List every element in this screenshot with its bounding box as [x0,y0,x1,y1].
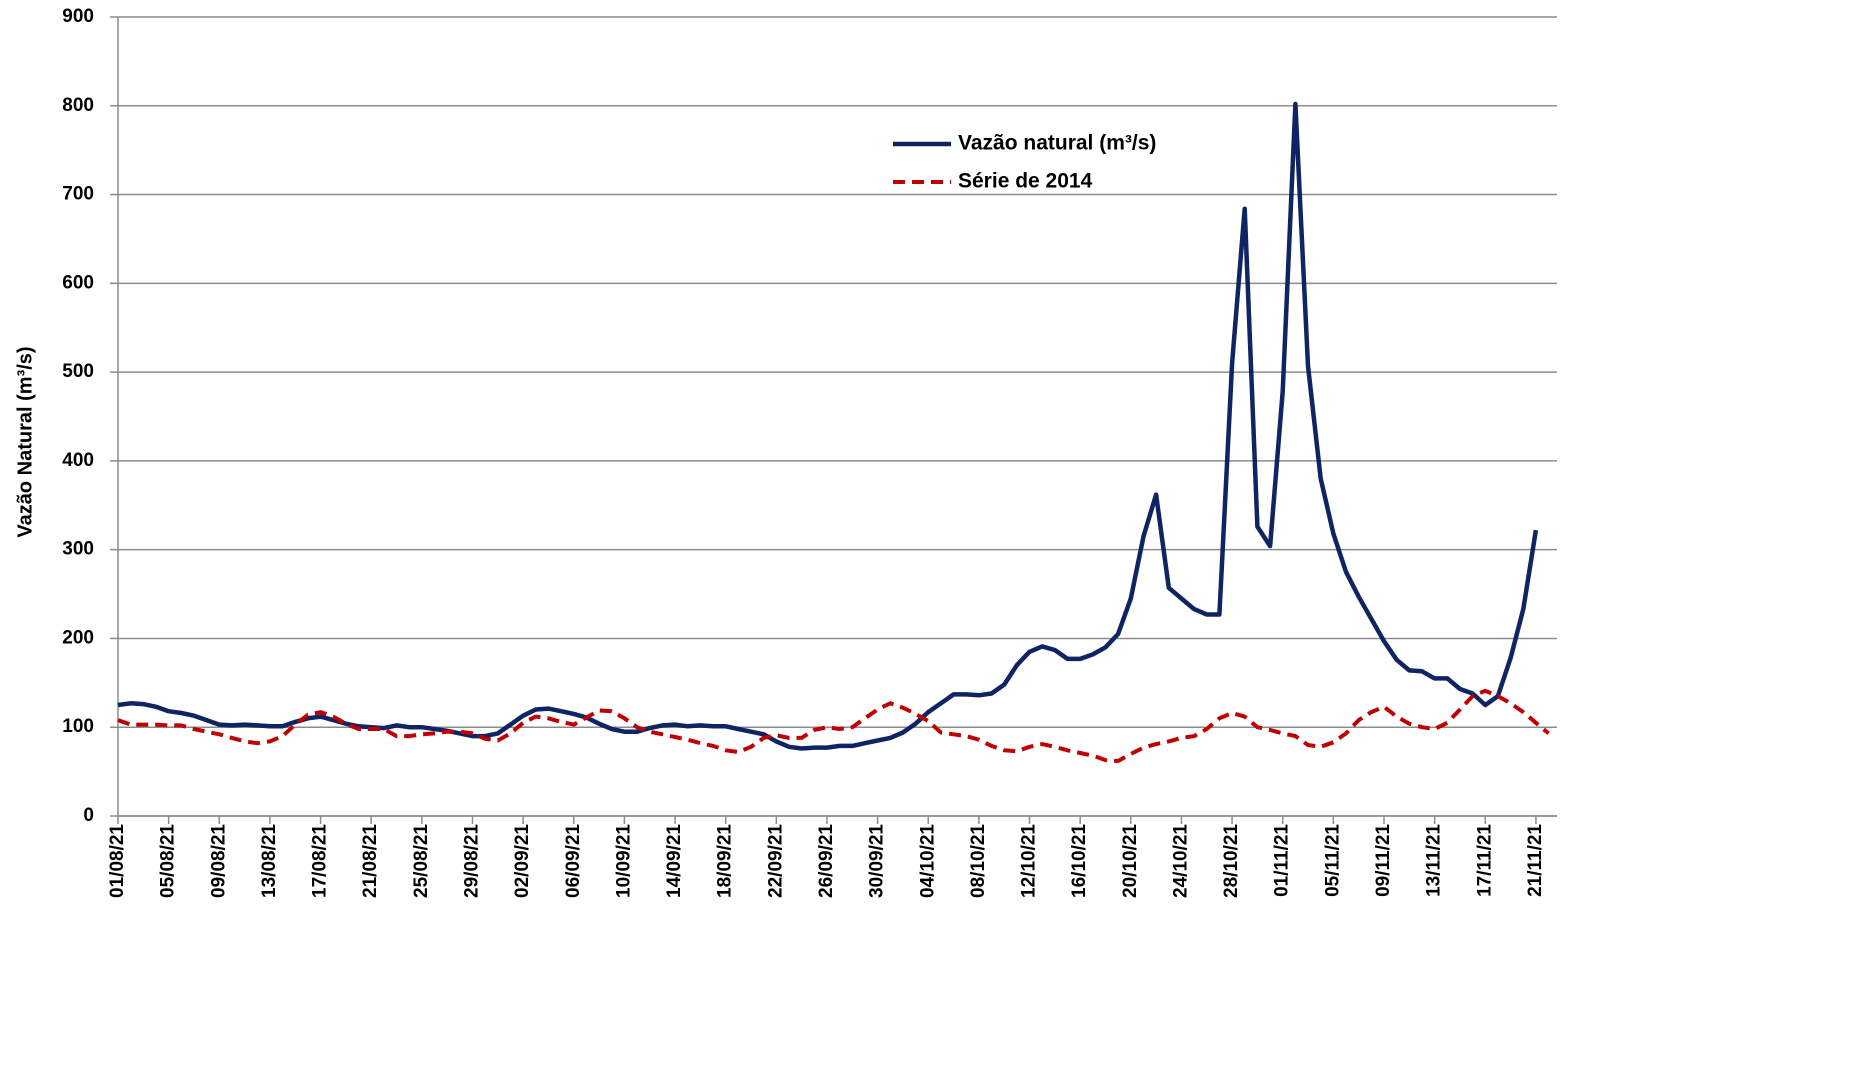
x-tick-label: 13/08/21 [259,824,280,898]
x-tick-label: 09/11/21 [1373,824,1394,897]
x-tick-label: 24/10/21 [1170,824,1191,898]
y-tick-label: 900 [62,6,94,27]
legend-label: Vazão natural (m³/s) [958,132,1156,155]
y-tick-label: 800 [62,95,94,116]
x-tick-label: 13/11/21 [1424,824,1445,897]
x-tick-label: 16/10/21 [1069,824,1090,898]
x-tick-label: 12/10/21 [1019,824,1040,898]
x-tick-label: 08/10/21 [968,824,989,898]
x-tick-label: 10/09/21 [613,824,634,898]
series-line [117,688,1550,763]
y-tick-label: 600 [62,272,94,293]
x-tick-label: 17/11/21 [1474,824,1495,897]
x-tick-label: 28/10/21 [1221,824,1242,898]
series-line [117,101,1539,751]
x-tick-label: 30/09/21 [867,824,888,898]
x-tick-label: 14/09/21 [664,824,685,898]
x-tick-label: 01/08/21 [107,824,128,898]
x-tick-label: 02/09/21 [512,824,533,898]
x-tick-label: 21/11/21 [1525,824,1546,897]
y-tick-label: 700 [62,184,94,205]
x-tick-label: 05/08/21 [158,824,179,898]
x-tick-label: 21/08/21 [360,824,381,898]
y-tick-label: 500 [62,361,94,382]
x-tick-label: 04/10/21 [917,824,938,898]
x-tick-label: 17/08/21 [310,824,331,898]
legend-label: Série de 2014 [958,170,1093,193]
x-tick-label: 18/09/21 [715,824,736,898]
x-tick-label: 09/08/21 [208,824,229,898]
x-tick-label: 29/08/21 [461,824,482,898]
y-tick-label: 100 [62,716,94,737]
x-tick-label: 22/09/21 [765,824,786,898]
x-tick-label: 25/08/21 [411,824,432,898]
x-tick-label: 06/09/21 [563,824,584,898]
y-tick-label: 300 [62,539,94,560]
x-tick-label: 05/11/21 [1322,824,1343,897]
x-tick-label: 20/10/21 [1120,824,1141,898]
x-tick-label: 01/11/21 [1272,824,1293,897]
y-axis-title: Vazão Natural (m³/s) [14,346,36,537]
y-tick-label: 400 [62,450,94,471]
y-tick-label: 0 [83,805,94,826]
x-tick-label: 26/09/21 [816,824,837,898]
y-tick-label: 200 [62,627,94,648]
